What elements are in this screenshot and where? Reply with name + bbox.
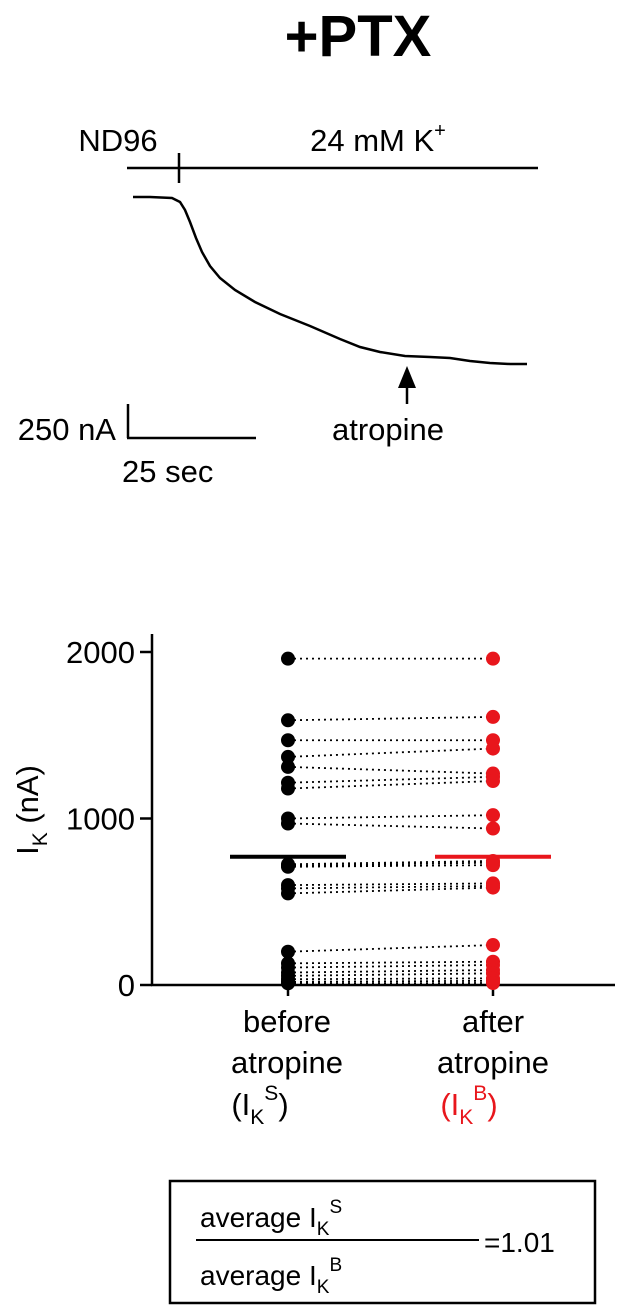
point-before — [281, 976, 295, 991]
point-after — [486, 938, 500, 953]
category-before-line2: atropine — [231, 1045, 343, 1080]
pair-line — [287, 969, 494, 974]
scale-current-label: 250 nA — [18, 412, 117, 447]
point-before — [281, 749, 295, 764]
y-axis-label-unit: (nA) — [10, 765, 45, 832]
category-after-sym-sup: B — [473, 1082, 487, 1105]
scale-bar — [126, 404, 256, 440]
solution-before-label: ND96 — [78, 123, 157, 158]
pair-line — [287, 979, 494, 983]
pair-line — [287, 814, 494, 820]
pair-line — [287, 716, 494, 722]
dot-plot: 0 1000 2000 — [66, 634, 615, 1003]
pair-line — [287, 972, 494, 977]
atropine-arrow-label: atropine — [332, 412, 444, 447]
data-points — [281, 651, 500, 991]
point-after — [486, 774, 500, 789]
point-before — [281, 759, 295, 774]
category-after-line2: atropine — [437, 1045, 549, 1080]
point-after — [486, 821, 500, 836]
ratio-result: =1.01 — [484, 1227, 555, 1258]
y-ticks: 0 1000 2000 — [66, 635, 152, 1003]
pair-line — [287, 964, 494, 969]
pair-line — [287, 822, 494, 830]
point-before — [281, 886, 295, 901]
category-after-sym-close: ) — [487, 1087, 497, 1122]
ratio-denominator-text: average I — [200, 1260, 317, 1291]
category-before-sym-sub: K — [250, 1106, 264, 1129]
point-after — [486, 880, 500, 895]
scale-time-label: 25 sec — [122, 454, 213, 489]
category-before-sym-main: (I — [231, 1087, 250, 1122]
current-trace — [133, 195, 527, 366]
atropine-arrow — [398, 366, 416, 404]
solution-after-main: 24 mM K — [310, 123, 434, 158]
solution-bar: ND96 24 mM K+ — [78, 120, 538, 183]
point-before — [281, 733, 295, 748]
y-axis-label-sub: K — [29, 832, 52, 846]
category-after-sym-main: (I — [440, 1087, 459, 1122]
pair-line — [287, 861, 494, 867]
pair-line — [287, 775, 494, 784]
solution-after-label: 24 mM K+ — [310, 120, 446, 158]
point-before — [281, 816, 295, 831]
point-after — [486, 808, 500, 823]
point-after — [486, 709, 500, 724]
category-label-after: after atropine (IKB) — [437, 1004, 549, 1129]
ratio-denominator-sup: B — [329, 1255, 342, 1276]
figure-title: +PTX — [285, 4, 432, 69]
ratio-box: average IKS average IKB =1.01 — [168, 1179, 597, 1305]
pair-line — [287, 864, 494, 868]
category-after-sym-sub: K — [459, 1106, 473, 1129]
point-before — [281, 651, 295, 666]
ratio-numerator-text: average I — [200, 1202, 317, 1233]
pair-line — [287, 747, 494, 758]
category-before-symbol: (IKS) — [231, 1082, 288, 1129]
category-after-line1: after — [462, 1004, 524, 1039]
pair-line — [287, 977, 494, 981]
y-axis-label: IK (nA) — [10, 765, 52, 855]
category-label-before: before atropine (IKS) — [231, 1004, 343, 1129]
pair-line — [287, 780, 494, 790]
ratio-numerator: average IKS — [200, 1197, 342, 1240]
category-before-line1: before — [243, 1004, 331, 1039]
y-axis-label-main: I — [10, 846, 45, 855]
point-after — [486, 858, 500, 873]
pair-line — [287, 960, 494, 965]
point-after — [486, 976, 500, 991]
pair-line — [287, 886, 494, 895]
solution-after-sup: + — [434, 120, 446, 142]
y-tick-label: 0 — [118, 968, 135, 1003]
pair-line — [287, 765, 494, 775]
category-after-symbol: (IKB) — [440, 1082, 497, 1129]
pair-line — [287, 882, 494, 886]
point-before — [281, 781, 295, 796]
pair-line — [287, 860, 494, 866]
ratio-denominator-sub: K — [317, 1277, 330, 1298]
ratio-numerator-sub: K — [317, 1219, 330, 1240]
y-tick-label: 1000 — [66, 802, 135, 837]
arrow-head — [398, 366, 416, 388]
pair-lines — [287, 657, 494, 985]
point-before — [281, 859, 295, 874]
point-after — [486, 651, 500, 666]
y-tick-label: 2000 — [66, 635, 135, 670]
point-after — [486, 741, 500, 756]
pair-line — [287, 944, 494, 953]
ratio-box-frame — [168, 1179, 597, 1305]
category-before-sym-close: ) — [278, 1087, 288, 1122]
point-before — [281, 944, 295, 959]
pair-line — [287, 885, 494, 890]
ratio-denominator: average IKB — [200, 1255, 342, 1298]
category-before-sym-sup: S — [264, 1082, 278, 1105]
ratio-numerator-sup: S — [329, 1197, 342, 1218]
point-before — [281, 713, 295, 728]
